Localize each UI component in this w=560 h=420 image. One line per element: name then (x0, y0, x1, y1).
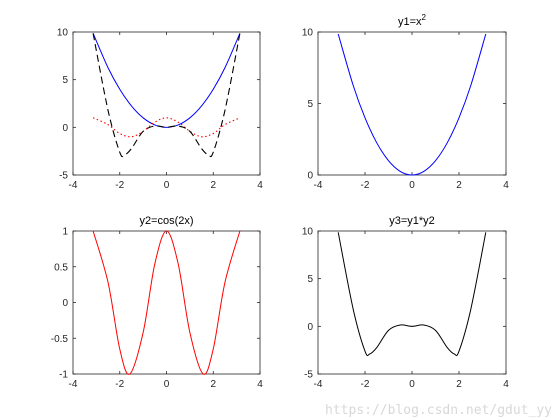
subplot-4: y3=y1*y2 -4 -2 0 2 4 -5 0 5 10 (302, 215, 509, 390)
subplot-4-title: y3=y1*y2 (389, 215, 435, 227)
x-tick-label: 4 (257, 379, 263, 390)
subplot-4-series (337, 232, 487, 357)
y-tick-label: 10 (302, 28, 314, 39)
subplot-1-x-ticks: -4 -2 0 2 4 (69, 32, 263, 191)
series-line-1 (92, 230, 241, 375)
y-tick-label: 0 (307, 322, 313, 333)
y-tick-label: -0.5 (51, 334, 69, 345)
y-tick-label: 1 (62, 227, 68, 238)
subplot-2-title-superscript: 2 (422, 13, 427, 22)
subplot-3-x-ticks: -4 -2 0 2 4 (69, 231, 263, 390)
subplot-1-y-ticks: -5 0 5 10 (57, 28, 260, 182)
subplot-2-title: y1=x2 (398, 13, 427, 28)
y-tick-label: 5 (307, 99, 313, 110)
subplot-3-title: y2=cos(2x) (139, 215, 193, 227)
y-tick-label: 0 (62, 123, 68, 134)
subplot-1-frame (72, 31, 261, 176)
x-tick-label: 4 (503, 180, 509, 191)
watermark-text: https://blog.csdn.net/gdut_yy (325, 403, 552, 418)
series-line-3 (92, 33, 241, 158)
subplot-3-series (92, 230, 241, 375)
y-tick-label: -1 (59, 370, 68, 381)
x-tick-label: -4 (314, 379, 323, 390)
x-tick-label: 2 (456, 180, 462, 191)
x-tick-label: -2 (361, 379, 370, 390)
subplot-2-series (337, 33, 487, 176)
y-tick-label: 0 (62, 298, 68, 309)
subplot-1-series (92, 33, 241, 158)
subplot-4-x-ticks: -4 -2 0 2 4 (314, 231, 509, 390)
x-tick-label: 2 (456, 379, 462, 390)
subplot-2: y1=x2 -4 -2 0 2 4 0 5 10 (302, 13, 509, 191)
subplot-2-y-ticks: 0 5 10 (302, 28, 506, 182)
subplot-3-frame (72, 230, 261, 375)
series-line-1 (92, 33, 241, 128)
x-tick-label: -2 (115, 379, 124, 390)
x-tick-label: -2 (361, 180, 370, 191)
y-tick-label: 0.5 (54, 262, 68, 273)
x-tick-label: 0 (164, 180, 170, 191)
subplot-1: -4 -2 0 2 4 -5 0 5 10 (57, 28, 263, 192)
x-tick-label: -4 (314, 180, 323, 191)
series-line-1 (337, 232, 487, 357)
x-tick-label: 2 (210, 379, 216, 390)
x-tick-label: 4 (503, 379, 509, 390)
x-tick-label: -4 (69, 379, 78, 390)
x-tick-label: 0 (409, 379, 415, 390)
y-tick-label: 0 (307, 171, 313, 182)
x-tick-label: 4 (257, 180, 263, 191)
subplot-3-y-ticks: -1 -0.5 0 0.5 1 (51, 227, 260, 381)
subplot-4-frame (317, 230, 507, 375)
subplot-3: y2=cos(2x) -4 -2 0 2 4 -1 -0.5 0 0.5 1 (51, 215, 263, 390)
y-tick-label: -5 (59, 171, 68, 182)
x-tick-label: 0 (409, 180, 415, 191)
x-tick-label: 0 (164, 379, 170, 390)
y-tick-label: 5 (62, 75, 68, 86)
series-line-2 (92, 117, 241, 138)
y-tick-label: 5 (307, 274, 313, 285)
y-tick-label: 10 (302, 227, 314, 238)
series-line-1 (337, 33, 487, 176)
subplot-2-x-ticks: -4 -2 0 2 4 (314, 32, 509, 191)
subplot-2-frame (317, 31, 507, 176)
x-tick-label: 2 (210, 180, 216, 191)
x-tick-label: -2 (115, 180, 124, 191)
y-tick-label: 10 (57, 28, 69, 39)
x-tick-label: -4 (69, 180, 78, 191)
y-tick-label: -5 (304, 370, 313, 381)
subplot-4-y-ticks: -5 0 5 10 (302, 227, 506, 381)
